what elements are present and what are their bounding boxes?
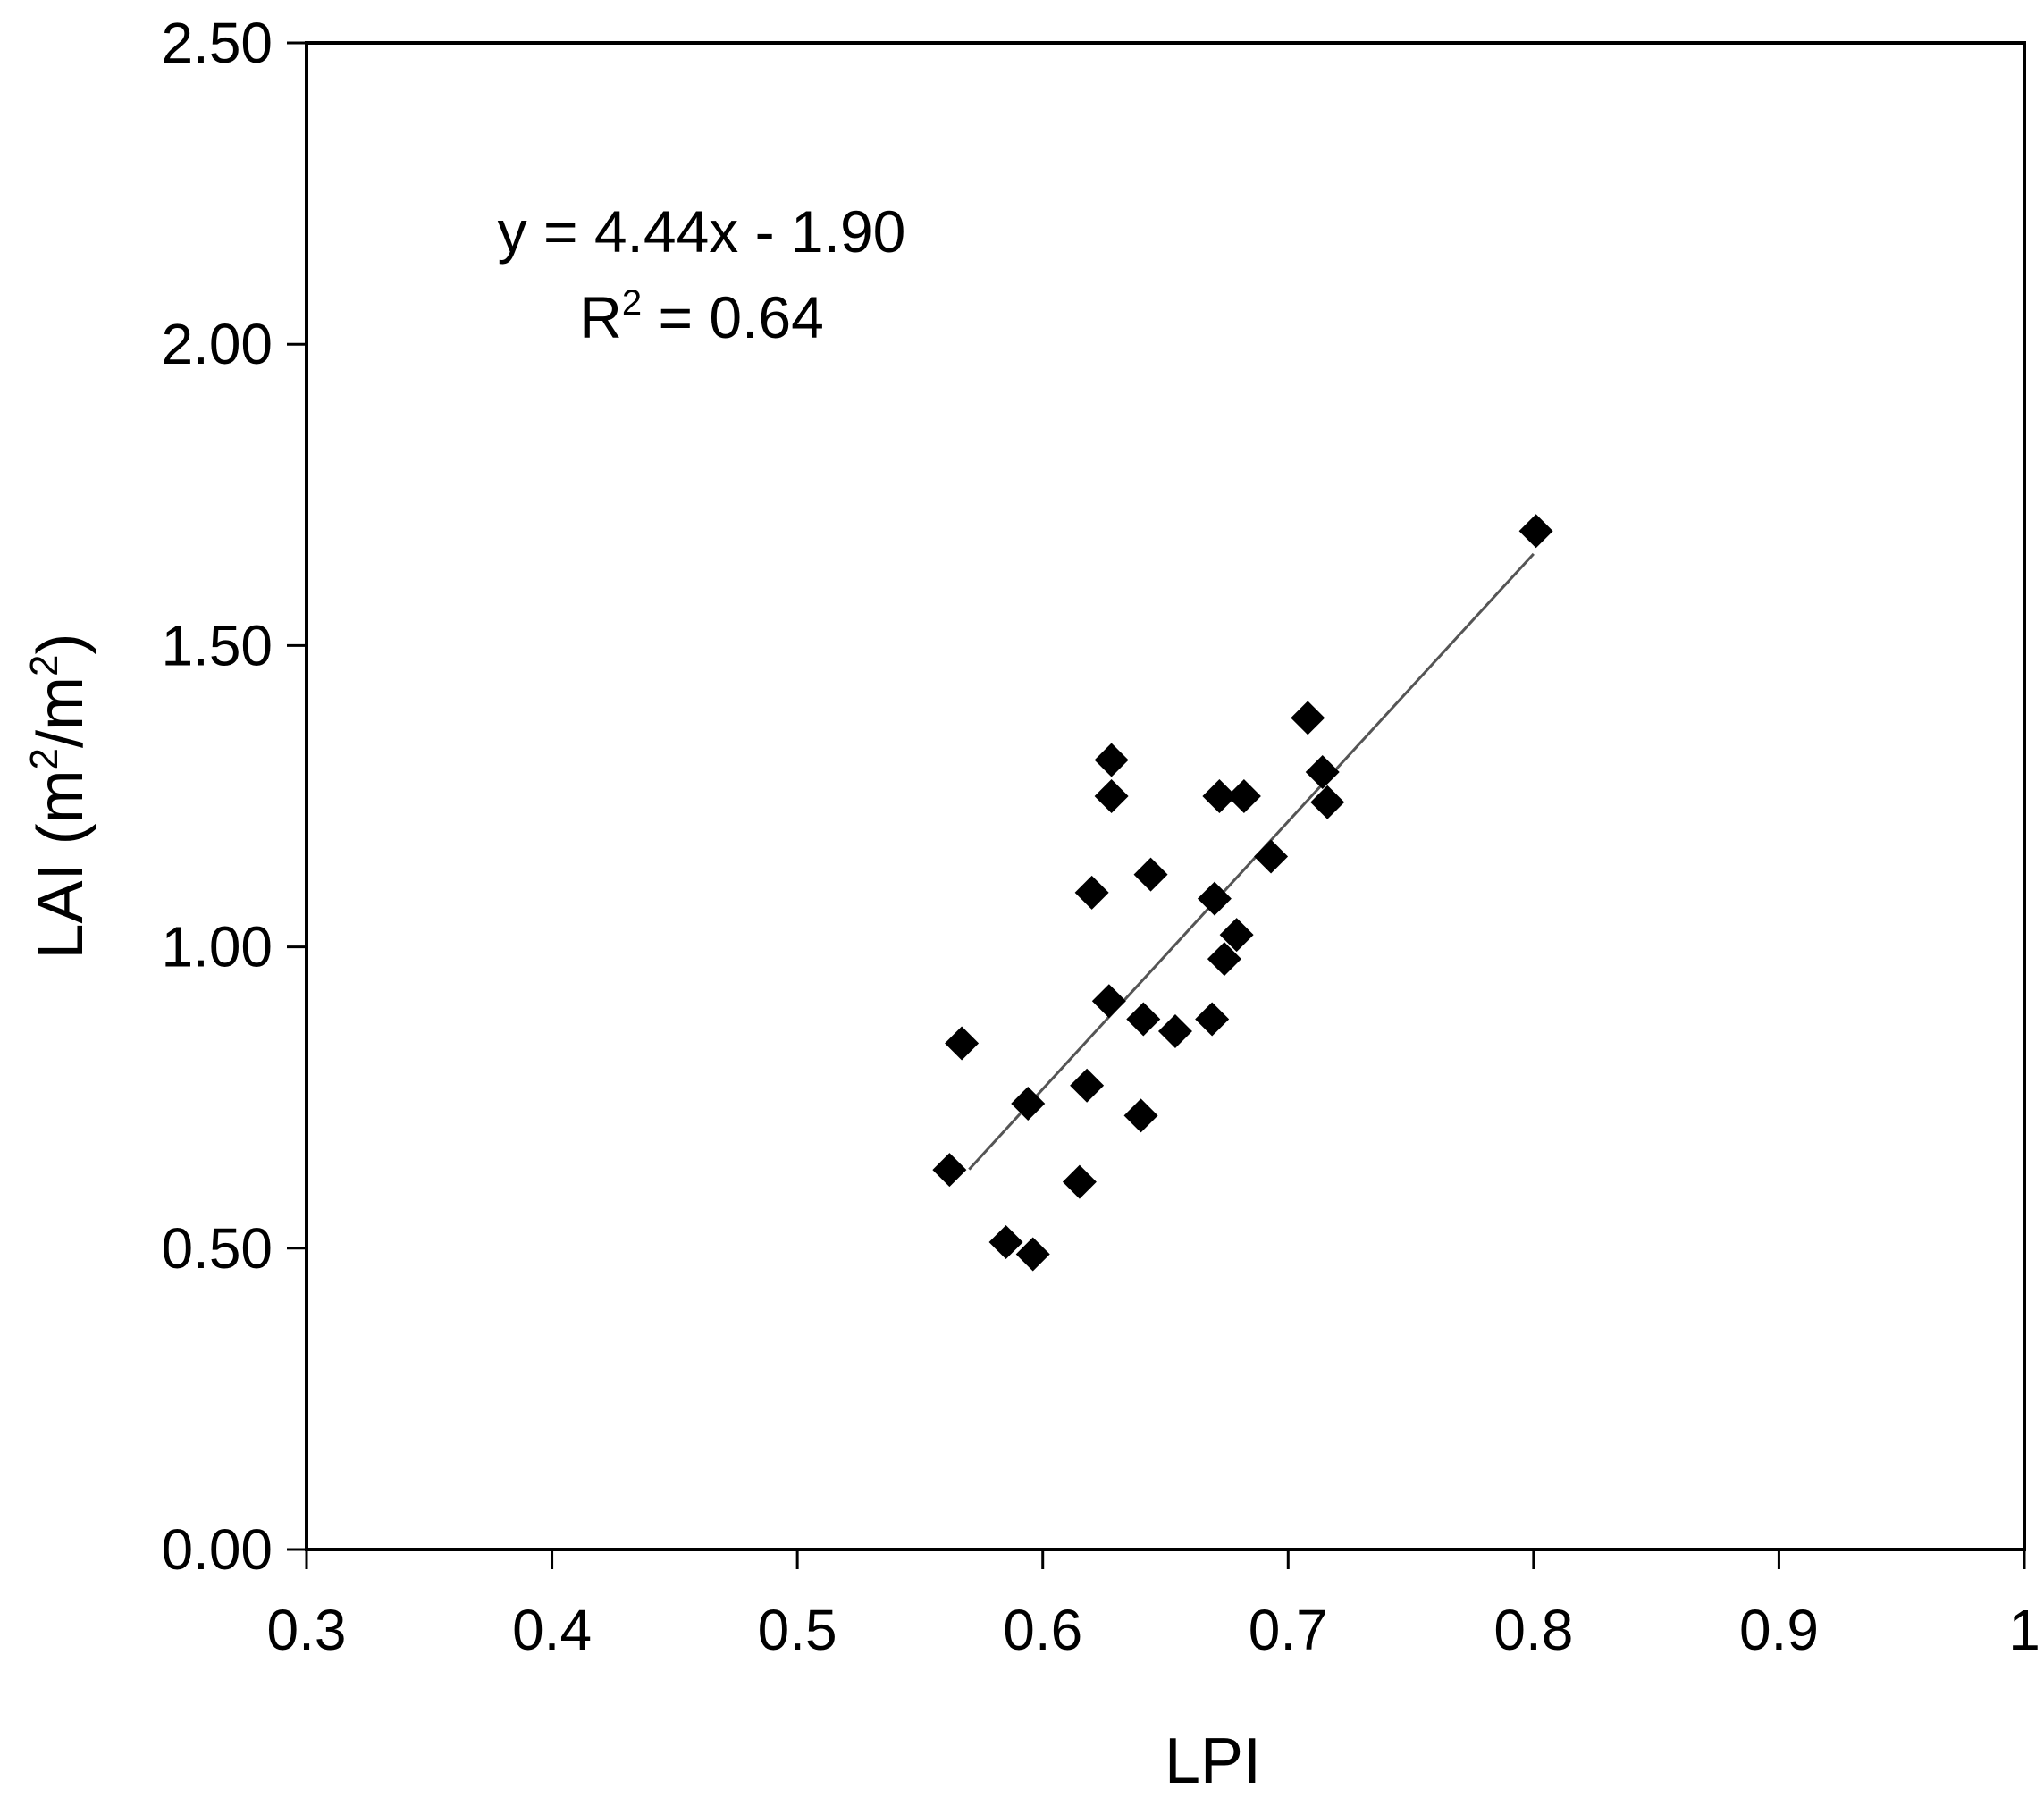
x-tick-label: 0.3 <box>267 1598 347 1662</box>
data-point <box>1074 875 1109 910</box>
plot-area-frame <box>305 41 2026 1551</box>
data-point <box>932 1153 967 1188</box>
data-point <box>1123 1098 1158 1133</box>
data-point <box>1011 1086 1046 1121</box>
data-point <box>1091 984 1126 1019</box>
y-tick-label: 0.50 <box>161 1216 273 1281</box>
trendline <box>968 552 1535 1171</box>
data-point <box>1518 514 1553 549</box>
x-tick-label: 0.9 <box>1739 1598 1819 1662</box>
y-title-sup1: 2 <box>22 748 66 769</box>
r2-value: = 0.64 <box>642 284 824 350</box>
x-tick-label: 0.6 <box>1003 1598 1082 1662</box>
trendline-equation: y = 4.44x - 1.90 <box>498 198 906 265</box>
data-point <box>1197 881 1232 916</box>
data-point <box>1254 839 1289 874</box>
data-point <box>1015 1237 1050 1272</box>
data-point <box>1133 857 1168 892</box>
y-axis-ticks: 0.00 0.50 1.00 1.50 2.00 2.50 <box>161 11 307 1582</box>
x-axis-ticks: 0.3 0.4 0.5 0.6 0.7 0.8 0.9 1 <box>267 1550 2040 1662</box>
data-point <box>1219 918 1254 953</box>
data-point <box>1305 755 1340 790</box>
x-tick-label: 0.4 <box>512 1598 592 1662</box>
data-point <box>1195 1002 1230 1037</box>
data-point <box>1070 1068 1105 1103</box>
data-point <box>1207 942 1241 977</box>
x-axis-title: LPI <box>1165 1726 1261 1797</box>
data-point <box>1310 785 1345 819</box>
data-point <box>1126 1002 1161 1037</box>
y-tick-label: 1.00 <box>161 915 273 979</box>
y-title-mid: /m <box>25 676 97 748</box>
data-point <box>1157 1014 1192 1049</box>
data-point <box>1202 779 1237 813</box>
y-title-sup2: 2 <box>22 655 66 676</box>
x-tick-label: 1 <box>2008 1598 2040 1662</box>
x-tick-label: 0.5 <box>758 1598 837 1662</box>
data-point <box>1226 779 1261 813</box>
y-tick-label: 2.50 <box>161 11 273 75</box>
y-tick-label: 0.00 <box>161 1517 273 1582</box>
y-axis-title: LAI (m2/m2) <box>22 634 97 960</box>
y-tick-label: 1.50 <box>161 613 273 677</box>
x-tick-label: 0.7 <box>1249 1598 1328 1662</box>
data-point <box>988 1225 1023 1260</box>
data-point <box>1094 779 1129 813</box>
y-tick-label: 2.00 <box>161 312 273 376</box>
data-point <box>1291 701 1325 735</box>
y-title-main: LAI (m <box>25 769 97 959</box>
r-squared-annotation: R2 = 0.64 <box>579 283 824 350</box>
y-title-end: ) <box>25 634 97 655</box>
r2-prefix: R <box>579 284 622 350</box>
data-point <box>1062 1164 1097 1199</box>
data-point <box>945 1026 980 1061</box>
x-tick-label: 0.8 <box>1493 1598 1573 1662</box>
r2-superscript: 2 <box>622 283 642 323</box>
data-point <box>1094 743 1129 777</box>
data-points <box>932 514 1553 1272</box>
